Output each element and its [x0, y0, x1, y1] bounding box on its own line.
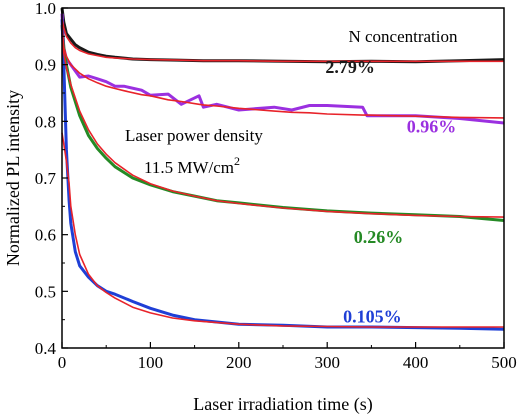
y-tick-label: 0.9	[35, 56, 56, 75]
x-tick-label: 0	[58, 353, 67, 372]
y-tick-label: 0.6	[35, 226, 56, 245]
x-tick-label: 400	[403, 353, 429, 372]
x-axis-title: Laser irradiation time (s)	[193, 394, 372, 415]
laser-power-value-main: 11.5 MW/cm	[144, 158, 234, 177]
fit-line-0-96pct	[61, 24, 505, 119]
y-tick-label: 0.8	[35, 112, 56, 131]
series-label-2-79pct: 2.79%	[325, 57, 375, 77]
ticks-layer: 0 100 200 300 400 500 0.4 0.5 0.6 0.7 0.8 0.9 1.0	[35, 0, 517, 372]
y-tick-label: 0.5	[35, 282, 56, 301]
y-tick-label: 0.4	[35, 339, 57, 358]
laser-power-value: 11.5 MW/cm2	[144, 154, 240, 177]
y-tick-label: 1.0	[35, 0, 56, 18]
fit-line-0-26pct	[61, 36, 505, 218]
x-tick-label: 300	[314, 353, 340, 372]
y-tick-label: 0.7	[35, 169, 57, 188]
laser-power-value-sup: 2	[234, 154, 240, 168]
series-label-0-96pct: 0.96%	[407, 117, 457, 137]
fit-line-0-105pct	[61, 132, 504, 328]
fit-line-2-79pct	[61, 19, 504, 63]
y-axis-title: Normalized PL intensity	[3, 90, 23, 266]
plot-layer	[60, 7, 505, 331]
series-label-0-105pct: 0.105%	[343, 307, 402, 327]
series-labels: 2.79% 0.96% 0.26% 0.105%	[325, 57, 456, 326]
x-tick-label: 500	[491, 353, 517, 372]
series-line-0-96pct	[60, 13, 505, 125]
legend-title: N concentration	[348, 27, 458, 46]
laser-power-label: Laser power density	[125, 126, 263, 145]
x-tick-label: 200	[226, 353, 252, 372]
series-label-0-26pct: 0.26%	[354, 227, 404, 247]
x-tick-label: 100	[138, 353, 164, 372]
